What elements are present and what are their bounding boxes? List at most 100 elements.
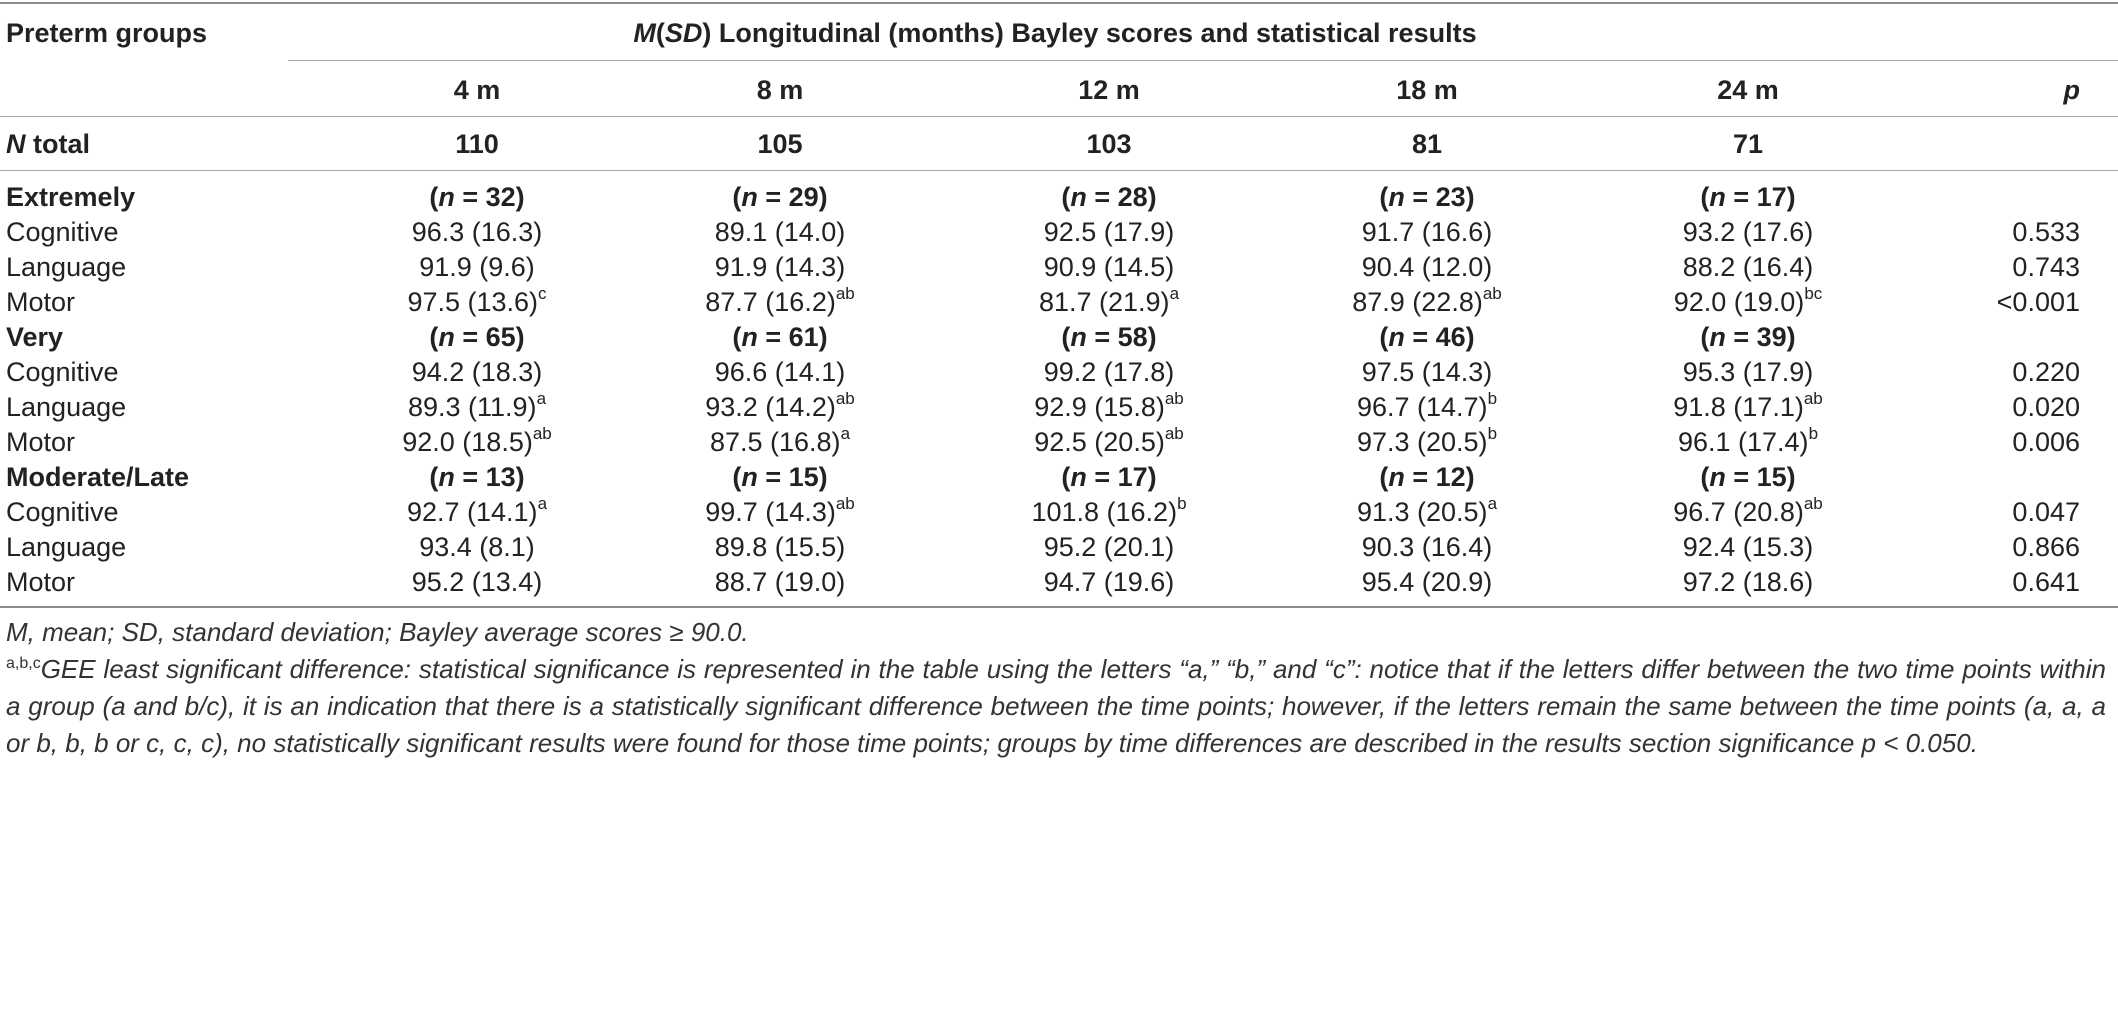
score-cell: 91.9 (9.6): [419, 252, 535, 282]
p-value: 0.006: [2012, 427, 2080, 457]
time-header-4: 24 m: [1717, 75, 1779, 105]
table-title: M(SD) Longitudinal (months) Bayley score…: [633, 18, 1477, 48]
significance-letters: a: [840, 424, 851, 443]
score-cell: 81.7 (21.9)a: [1038, 284, 1180, 317]
significance-letters: a: [537, 494, 548, 513]
totals-rule: [0, 170, 2118, 171]
group-n: (n = 61): [732, 322, 828, 352]
group-label: Moderate/Late: [6, 462, 190, 492]
significance-letters: ab: [1482, 284, 1502, 303]
measure-label: Cognitive: [6, 217, 119, 247]
score-cell: 90.9 (14.5): [1043, 252, 1175, 282]
significance-letters: a: [1169, 284, 1180, 303]
significance-letters: c: [538, 284, 547, 303]
significance-letters: a: [1487, 494, 1498, 513]
significance-letters: b: [1808, 424, 1819, 443]
score-cell: 97.2 (18.6): [1682, 567, 1814, 597]
measure-label: Language: [6, 252, 127, 282]
score-cell: 92.9 (15.8)ab: [1034, 389, 1184, 422]
p-value: 0.220: [2012, 357, 2080, 387]
measure-label: Cognitive: [6, 357, 119, 387]
group-label: Very: [6, 322, 64, 352]
note-sup: a,b,c: [6, 655, 41, 673]
score-cell: 92.0 (19.0)bc: [1673, 284, 1823, 317]
p-value: 0.866: [2012, 532, 2080, 562]
group-column-header: Preterm groups: [6, 18, 208, 48]
score-cell: 96.1 (17.4)b: [1677, 424, 1819, 457]
group-n: (n = 32): [429, 182, 525, 212]
title-underline: [288, 60, 2118, 61]
score-cell: 96.7 (14.7)b: [1356, 389, 1498, 422]
p-value: <0.001: [1996, 287, 2080, 317]
table-notes: M, mean; SD, standard deviation; Bayley …: [6, 614, 2106, 762]
measure-label: Cognitive: [6, 497, 119, 527]
score-cell: 92.0 (18.5)ab: [402, 424, 552, 457]
measure-label: Language: [6, 392, 127, 422]
significance-letters: a: [536, 389, 547, 408]
time-header-2: 12 m: [1078, 75, 1140, 105]
group-n: (n = 13): [429, 462, 525, 492]
score-cell: 90.4 (12.0): [1361, 252, 1493, 282]
p-column-header: p: [2063, 75, 2081, 105]
measure-label: Motor: [6, 287, 76, 317]
measure-label: Motor: [6, 567, 76, 597]
significance-letters: ab: [1164, 389, 1184, 408]
time-header-3: 18 m: [1396, 75, 1458, 105]
significance-letters: ab: [1803, 389, 1823, 408]
group-n: (n = 28): [1061, 182, 1157, 212]
score-cell: 94.2 (18.3): [411, 357, 543, 387]
score-cell: 87.9 (22.8)ab: [1352, 284, 1502, 317]
group-n: (n = 15): [1700, 462, 1796, 492]
n-total-value: 71: [1732, 129, 1764, 159]
score-cell: 96.6 (14.1): [714, 357, 846, 387]
score-cell: 92.5 (17.9): [1043, 217, 1175, 247]
significance-letters: ab: [835, 494, 855, 513]
score-cell: 88.7 (19.0): [714, 567, 846, 597]
note-gee: a,b,cGEE least significant difference: s…: [6, 654, 2106, 758]
group-n: (n = 29): [732, 182, 828, 212]
group-n: (n = 12): [1379, 462, 1475, 492]
table-bottom-rule: [0, 606, 2118, 608]
significance-letters: ab: [1164, 424, 1184, 443]
time-header-0: 4 m: [453, 75, 501, 105]
measure-label: Motor: [6, 427, 76, 457]
p-value: 0.047: [2012, 497, 2080, 527]
score-cell: 95.2 (13.4): [411, 567, 543, 597]
score-cell: 88.2 (16.4): [1682, 252, 1814, 282]
n-total-value: 110: [455, 129, 499, 159]
significance-letters: ab: [835, 284, 855, 303]
group-n: (n = 15): [732, 462, 828, 492]
group-n: (n = 65): [429, 322, 525, 352]
score-cell: 91.3 (20.5)a: [1356, 494, 1498, 527]
significance-letters: b: [1177, 494, 1187, 513]
n-total-value: 105: [757, 129, 803, 159]
score-cell: 87.5 (16.8)a: [709, 424, 851, 457]
group-n: (n = 58): [1061, 322, 1157, 352]
time-header-1: 8 m: [756, 75, 804, 105]
group-label: Extremely: [6, 182, 136, 212]
header-rule: [0, 116, 2118, 117]
score-cell: 91.7 (16.6): [1361, 217, 1493, 247]
score-cell: 95.3 (17.9): [1682, 357, 1814, 387]
p-value: 0.533: [2012, 217, 2080, 247]
score-cell: 95.2 (20.1): [1043, 532, 1175, 562]
score-cell: 96.7 (20.8)ab: [1673, 494, 1823, 527]
score-cell: 97.3 (20.5)b: [1356, 424, 1498, 457]
score-cell: 95.4 (20.9): [1361, 567, 1493, 597]
score-cell: 99.2 (17.8): [1043, 357, 1175, 387]
score-cell: 87.7 (16.2)ab: [705, 284, 855, 317]
significance-letters: ab: [1803, 494, 1823, 513]
score-cell: 99.7 (14.3)ab: [705, 494, 855, 527]
score-cell: 92.7 (14.1)a: [406, 494, 548, 527]
significance-letters: ab: [532, 424, 552, 443]
score-cell: 89.1 (14.0): [714, 217, 846, 247]
group-n: (n = 17): [1061, 462, 1157, 492]
score-cell: 92.5 (20.5)ab: [1034, 424, 1184, 457]
group-n: (n = 46): [1379, 322, 1475, 352]
score-cell: 91.8 (17.1)ab: [1673, 389, 1823, 422]
score-cell: 90.3 (16.4): [1361, 532, 1493, 562]
score-cell: 96.3 (16.3): [411, 217, 543, 247]
score-cell: 93.4 (8.1): [419, 532, 535, 562]
table-top-rule: [0, 2, 2118, 4]
